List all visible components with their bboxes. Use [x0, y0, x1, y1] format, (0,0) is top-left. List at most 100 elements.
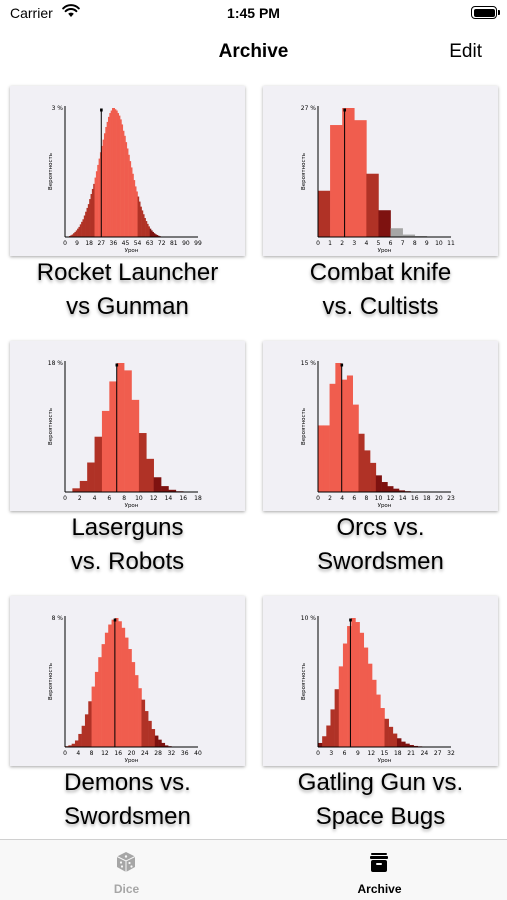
x-tick-label: 12 — [150, 495, 158, 502]
y-max-label: 18 % — [48, 360, 64, 367]
item-title-line2: vs. Robots — [70, 548, 185, 575]
histogram-bar — [95, 171, 98, 237]
histogram-bar — [110, 110, 113, 237]
x-tick-label: 21 — [407, 750, 415, 757]
x-tick-label: 23 — [447, 495, 455, 502]
histogram-bar — [70, 235, 73, 237]
histogram-bar — [396, 738, 402, 747]
histogram-bar — [393, 488, 400, 492]
histogram-bar — [342, 108, 355, 237]
x-tick-label: 16 — [114, 750, 122, 757]
histogram-card[interactable]: 3 % Вероятность 0 9 18 27 36 45 54 63 72 81 90 99 Урон — [10, 86, 245, 256]
histogram-card[interactable]: 18 % Вероятность 0 2 4 6 8 10 12 14 16 18 Урон — [10, 341, 245, 511]
x-tick-label: 81 — [170, 240, 178, 247]
histogram-bar — [118, 115, 121, 237]
histogram-bar — [114, 618, 119, 747]
x-tick-label: 3 — [352, 240, 356, 247]
histogram-card[interactable]: 27 % Вероятность 0 1 2 3 4 5 6 7 8 9 10 11 Урон — [263, 86, 498, 256]
histogram-bar — [164, 745, 169, 747]
histogram-bar — [109, 113, 111, 237]
x-tick-label: 10 — [375, 495, 383, 502]
wifi-icon — [62, 4, 80, 17]
histogram-bar — [359, 632, 365, 747]
histogram-bar — [131, 662, 136, 747]
tab-archive[interactable]: Archive — [253, 840, 506, 900]
histogram-bar — [141, 699, 146, 747]
dice-icon — [116, 852, 136, 872]
histogram-bar — [103, 133, 106, 237]
histogram-bar — [152, 231, 154, 237]
archive-item[interactable]: 3 % Вероятность 0 9 18 27 36 45 54 63 72 81 90 99 Урон… — [10, 86, 245, 332]
histogram-bar — [124, 370, 132, 492]
histogram-bar — [145, 221, 148, 237]
histogram-chart: 27 % Вероятность 0 1 2 3 4 5 6 7 8 9 10 11 Урон — [301, 105, 455, 254]
x-tick-label: 10 — [435, 240, 443, 247]
histogram-bar — [79, 480, 88, 492]
histogram-bar — [77, 228, 79, 237]
histogram-bar — [153, 477, 162, 492]
tab-dice[interactable]: Dice — [0, 840, 253, 900]
edit-button[interactable]: Edit — [449, 41, 482, 62]
x-tick-label: 6 — [352, 495, 356, 502]
x-tick-label: 15 — [381, 750, 389, 757]
mean-marker — [115, 363, 119, 367]
x-axis-title: Урон — [378, 758, 392, 764]
histogram-bar — [94, 436, 103, 492]
histogram-card[interactable]: 15 % Вероятность 0 2 4 6 8 10 12 14 16 18 20 23 Урон — [263, 341, 498, 511]
histogram-bar — [89, 199, 91, 237]
histogram-bar — [133, 180, 136, 237]
histogram-bar — [130, 167, 133, 237]
histogram-bar — [156, 234, 158, 237]
histogram-bar — [128, 649, 132, 747]
x-tick-label: 24 — [421, 750, 429, 757]
x-tick-label: 14 — [399, 495, 407, 502]
histogram-bar — [376, 694, 381, 747]
histogram-card[interactable]: 10 % Вероятность 0 3 6 9 12 15 18 21 24 27 32 Урон — [263, 596, 498, 766]
histogram-chart: 10 % Вероятность 0 3 6 9 12 15 18 21 24 27 32 Урон — [301, 615, 455, 764]
histogram-bar — [149, 228, 152, 237]
histogram-bar — [78, 733, 82, 747]
histogram-bar — [101, 410, 110, 492]
histogram-bar — [104, 632, 109, 747]
histogram-bar — [87, 462, 95, 492]
y-axis-title: Вероятность — [48, 408, 54, 445]
histogram-bar — [78, 226, 81, 237]
item-title-line1: Rocket Launcher — [36, 259, 219, 286]
x-axis-title: Урон — [125, 758, 139, 764]
x-axis-title: Урон — [378, 248, 392, 254]
histogram-bar — [132, 173, 134, 237]
x-tick-label: 18 — [423, 495, 431, 502]
histogram-bar — [116, 110, 118, 237]
x-tick-label: 90 — [182, 240, 190, 247]
histogram-bar — [144, 711, 149, 747]
histogram-bar — [323, 425, 330, 492]
histogram-bar — [98, 158, 101, 237]
histogram-bar — [101, 644, 106, 747]
histogram-card[interactable]: 8 % Вероятность 0 4 8 12 16 20 24 28 32 36 40 Урон — [10, 596, 245, 766]
histogram-bar — [341, 379, 348, 492]
histogram-bar — [121, 124, 124, 237]
archive-item[interactable]: 27 % Вероятность 0 1 2 3 4 5 6 7 8 9 10 11 Урон Combat… — [263, 86, 498, 332]
status-bar: Carrier 1:45 PM — [0, 0, 507, 30]
histogram-bar — [105, 126, 107, 237]
histogram-bar — [120, 119, 122, 237]
histogram-bar — [352, 404, 359, 492]
x-tick-label: 63 — [146, 240, 154, 247]
histogram-bar — [79, 224, 82, 237]
histogram-bar — [329, 383, 336, 492]
histogram-bar — [121, 627, 126, 747]
x-tick-label: 45 — [122, 240, 130, 247]
archive-item[interactable]: 15 % Вероятность 0 2 4 6 8 10 12 14 16 18 20 23 Урон O… — [263, 341, 498, 587]
archive-item[interactable]: 10 % Вероятность 0 3 6 9 12 15 18 21 24 27 32 Урон Ga… — [263, 596, 498, 842]
histogram-bar — [112, 108, 114, 237]
histogram-bar — [134, 186, 137, 237]
archive-item[interactable]: 8 % Вероятность 0 4 8 12 16 20 24 28 32 36 40 Урон De… — [10, 596, 245, 842]
archive-item[interactable]: 18 % Вероятность 0 2 4 6 8 10 12 14 16 18 Урон Laser… — [10, 341, 245, 587]
y-axis-title: Вероятность — [301, 153, 307, 190]
item-title-line1: Gatling Gun vs. — [297, 769, 464, 796]
histogram-bar — [122, 130, 125, 237]
histogram-bar — [68, 745, 72, 747]
histogram-bar — [75, 230, 78, 237]
histogram-bar — [138, 688, 142, 747]
tab-dice-label: Dice — [113, 882, 140, 896]
